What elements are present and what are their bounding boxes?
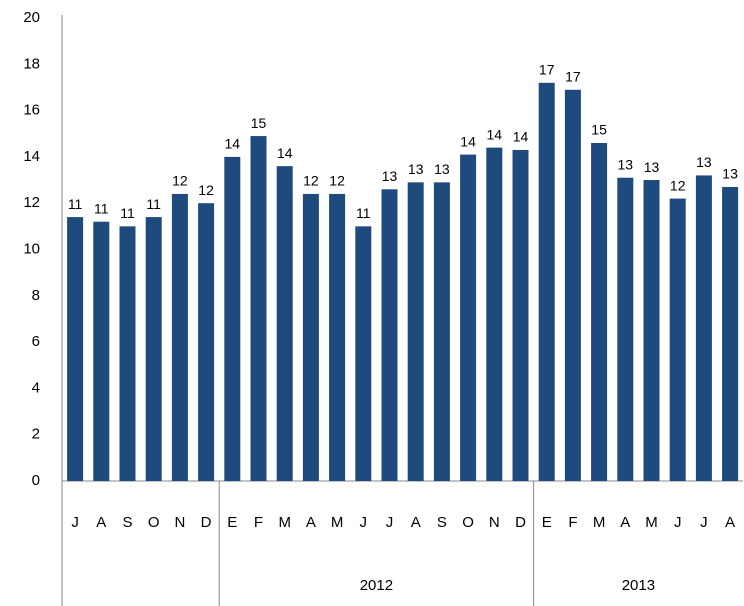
bar [695, 175, 712, 482]
value-label: 12 [172, 173, 188, 189]
x-tick-label: M [593, 514, 606, 531]
x-tick-label: M [645, 514, 658, 531]
y-tick-label: 8 [32, 287, 40, 304]
value-label: 13 [382, 168, 398, 184]
bar [538, 82, 555, 481]
x-tick-label: F [254, 514, 263, 531]
x-tick-label: F [568, 514, 577, 531]
value-label: 14 [487, 126, 503, 142]
value-label: 13 [618, 156, 634, 172]
bar [355, 226, 372, 481]
bar [407, 182, 424, 482]
value-label: 11 [68, 196, 83, 212]
value-label: 12 [329, 173, 345, 189]
bar [460, 154, 477, 481]
x-tick-label: A [725, 514, 735, 531]
group-label: 2013 [622, 577, 655, 594]
bar [643, 180, 660, 482]
x-tick-label: J [71, 514, 79, 531]
bar [276, 166, 293, 481]
x-tick-label: N [489, 514, 500, 531]
x-tick-label: D [515, 514, 526, 531]
bar [224, 156, 241, 481]
y-tick-label: 20 [23, 9, 40, 26]
value-label: 11 [356, 205, 371, 221]
value-label: 13 [644, 159, 660, 175]
bar [486, 147, 503, 481]
bar [329, 193, 346, 481]
bar [512, 149, 529, 481]
x-tick-label: D [201, 514, 212, 531]
value-label: 15 [251, 115, 267, 131]
x-tick-label: J [674, 514, 682, 531]
bar [119, 226, 136, 481]
value-label: 12 [303, 173, 319, 189]
y-tick-label: 18 [23, 55, 40, 72]
bar [67, 217, 84, 481]
y-tick-label: 4 [32, 379, 40, 396]
value-label: 14 [460, 133, 476, 149]
x-tick-label: N [174, 514, 185, 531]
bar [93, 221, 110, 481]
value-label: 11 [146, 196, 161, 212]
value-label: 13 [696, 154, 712, 170]
bar [617, 177, 634, 482]
bar [564, 89, 581, 481]
bar [198, 203, 215, 481]
value-label: 12 [198, 182, 214, 198]
bar [381, 189, 398, 481]
bar [433, 182, 450, 482]
y-tick-label: 16 [23, 102, 40, 119]
x-tick-label: M [331, 514, 344, 531]
y-tick-label: 6 [32, 333, 40, 350]
value-label: 11 [120, 205, 135, 221]
x-tick-label: A [306, 514, 316, 531]
x-tick-label: A [620, 514, 630, 531]
x-tick-label: O [148, 514, 160, 531]
bar [302, 193, 319, 481]
value-label: 14 [277, 145, 293, 161]
x-tick-label: J [386, 514, 394, 531]
x-tick-label: O [462, 514, 474, 531]
x-tick-label: A [96, 514, 106, 531]
bar [145, 217, 162, 481]
y-tick-label: 10 [23, 240, 40, 257]
value-label: 14 [225, 136, 241, 152]
x-tick-label: E [542, 514, 552, 531]
bar [722, 186, 739, 481]
x-tick-label: A [411, 514, 421, 531]
value-label: 15 [591, 122, 607, 138]
x-tick-label: E [227, 514, 237, 531]
x-tick-label: J [360, 514, 368, 531]
y-tick-label: 0 [32, 472, 40, 489]
bar [250, 136, 267, 481]
value-label: 14 [513, 129, 529, 145]
value-label: 13 [434, 161, 450, 177]
y-tick-label: 12 [23, 194, 40, 211]
bar [171, 193, 188, 481]
value-label: 17 [539, 62, 555, 78]
value-label: 17 [565, 68, 581, 84]
bar [669, 198, 686, 481]
group-label: 2012 [360, 577, 393, 594]
x-tick-label: M [278, 514, 291, 531]
x-tick-label: S [437, 514, 447, 531]
y-tick-label: 2 [32, 426, 40, 443]
value-label: 11 [94, 200, 109, 216]
bar [591, 143, 608, 481]
value-label: 12 [670, 177, 686, 193]
value-label: 13 [722, 166, 738, 182]
y-tick-label: 14 [23, 148, 40, 165]
x-tick-label: S [122, 514, 132, 531]
x-tick-label: J [700, 514, 708, 531]
value-label: 13 [408, 161, 424, 177]
